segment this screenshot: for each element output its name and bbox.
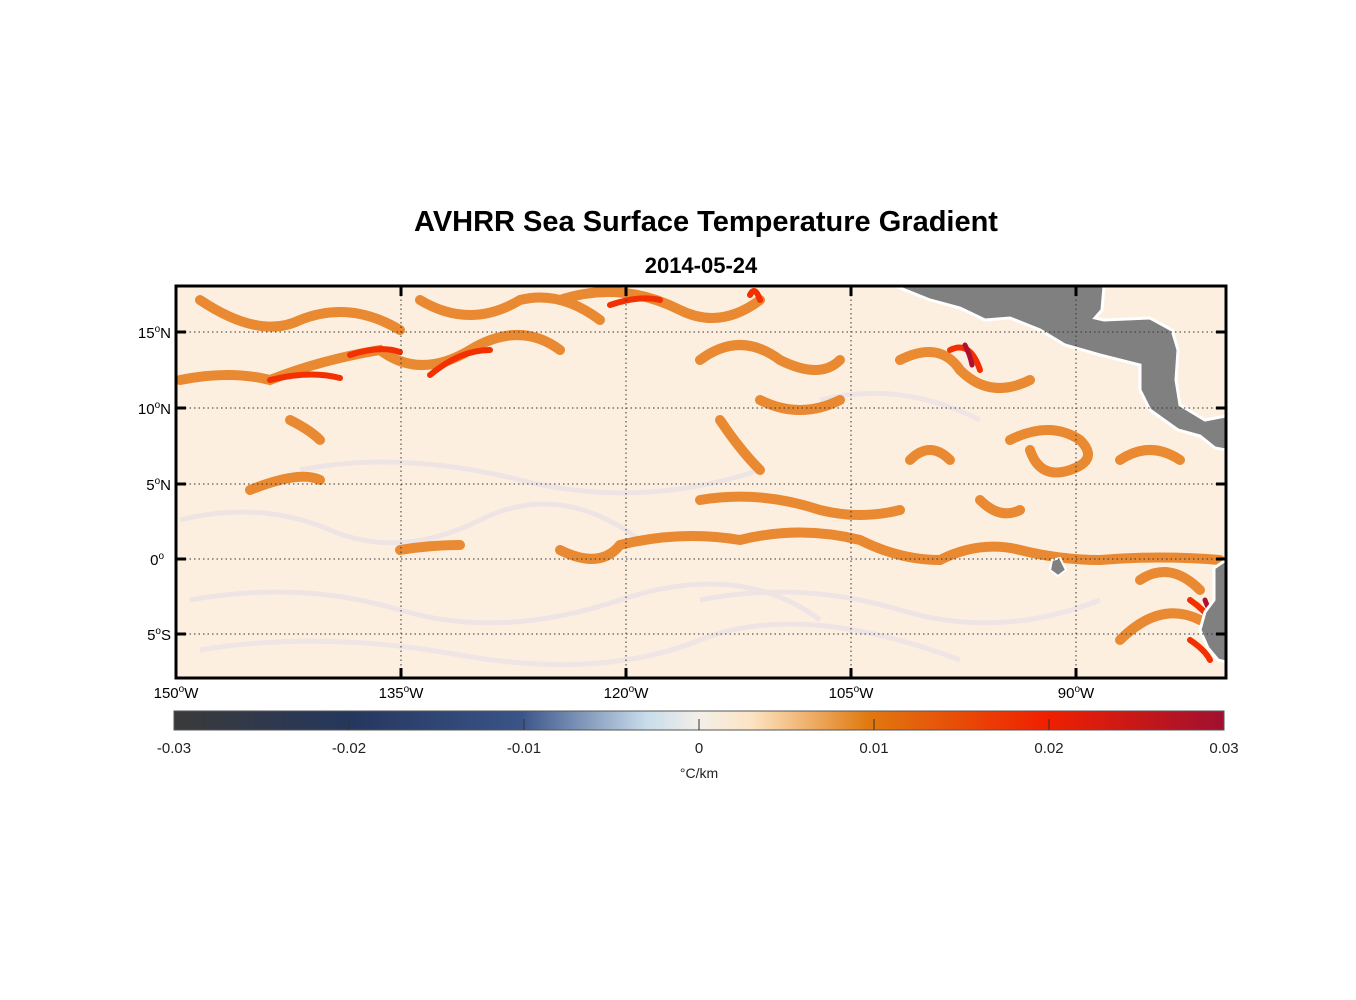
map-frame [174, 284, 1228, 680]
colorbar-label-6: 0.03 [1209, 740, 1239, 757]
colorbar-ticks [348, 719, 1050, 730]
colorbar-label-5: 0.02 [1034, 740, 1064, 757]
gradient-features [176, 286, 1226, 668]
map-ticks [176, 286, 1226, 678]
lat-label-15n: 15oN [137, 324, 171, 342]
colorbar-label-0: -0.03 [156, 740, 192, 757]
colorbar-label-2: -0.01 [506, 740, 542, 757]
south-america-land [1198, 558, 1226, 664]
lat-label-10n: 10oN [137, 400, 171, 418]
lon-label-150w: 150oW [153, 684, 199, 702]
colorbar-label-3: 0 [694, 740, 704, 757]
lat-label-5n: 5oN [146, 476, 171, 494]
colorbar-label-1: -0.02 [331, 740, 367, 757]
lon-label-135w: 135oW [378, 684, 424, 702]
map-title: AVHRR Sea Surface Temperature Gradient [414, 206, 998, 238]
map-subtitle: 2014-05-24 [644, 253, 758, 278]
lon-label-90w: 90oW [1057, 684, 1095, 702]
galapagos-land [1048, 556, 1068, 578]
lon-label-105w: 105oW [828, 684, 874, 702]
central-america-land [894, 286, 1226, 452]
lat-label-5s: 5oS [147, 626, 171, 644]
colorbar-label-4: 0.01 [859, 740, 889, 757]
lat-label-0: 0o [150, 551, 164, 569]
lon-label-120w: 120oW [603, 684, 649, 702]
colorbar-units: °C/km [679, 765, 719, 781]
